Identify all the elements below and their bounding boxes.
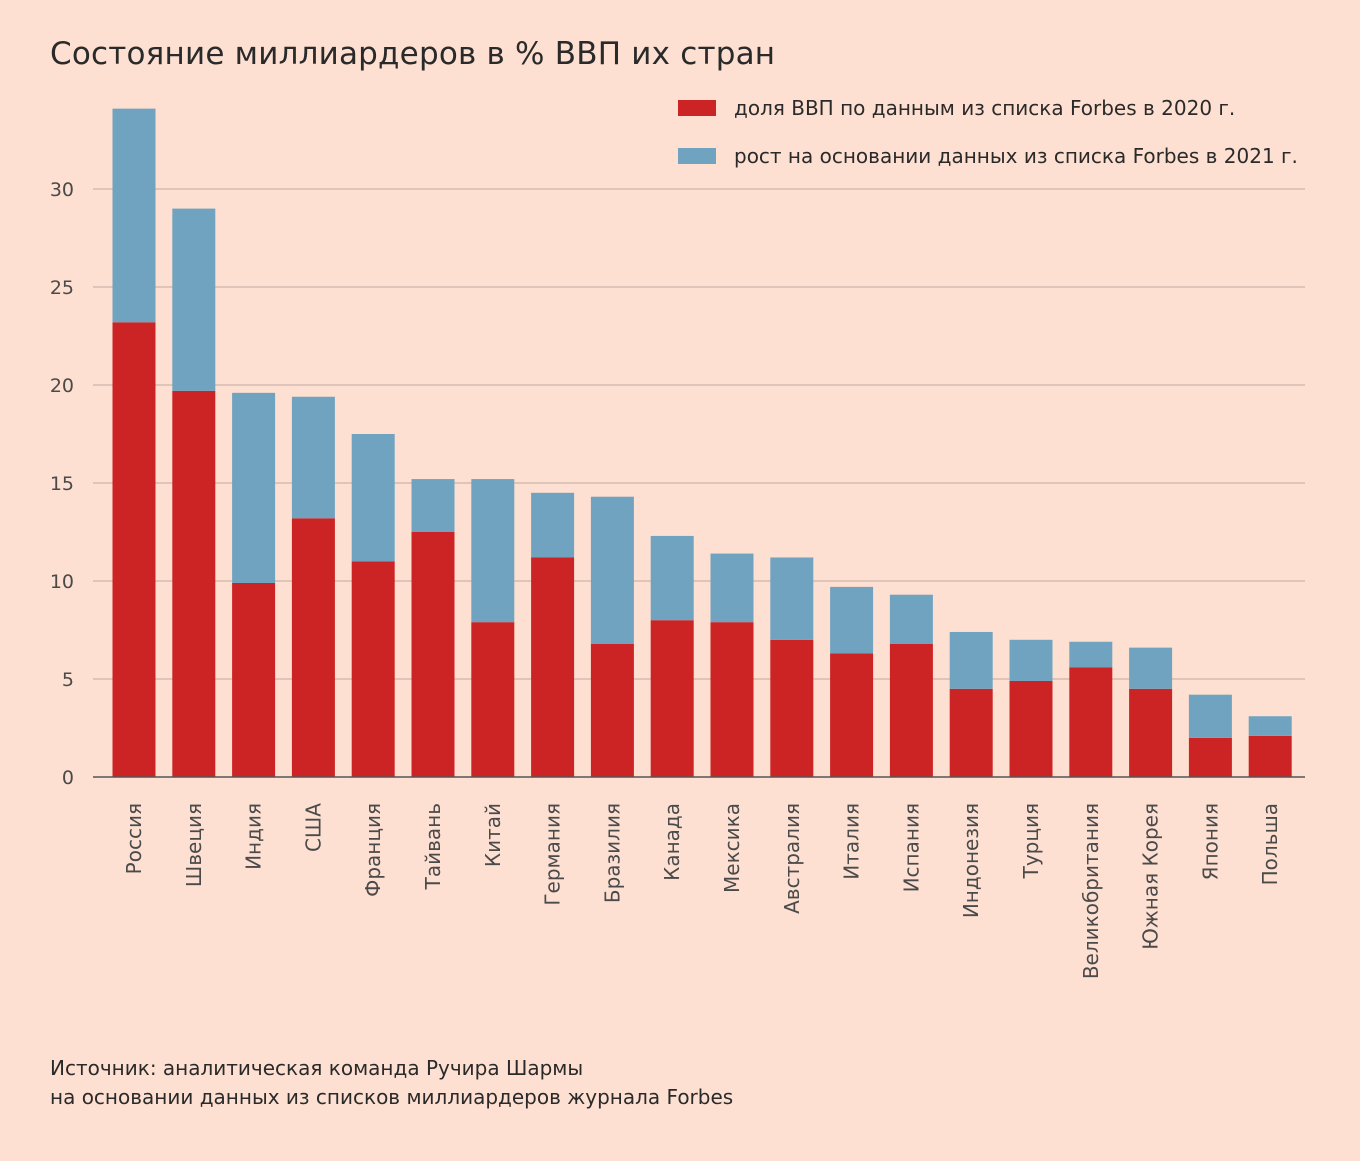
x-tick-label-20: Польша [1258,803,1282,885]
bar-2020-8 [531,557,575,777]
x-tick-label-19: Япония [1198,803,1222,880]
bar-2021-5 [351,434,395,562]
bar-2020-12 [770,639,814,777]
bar-2020-2 [172,390,216,777]
bar-2021-9 [590,496,634,644]
x-tick-label-9: Бразилия [600,803,624,903]
bar-2021-6 [411,479,455,532]
bar-2020-13 [830,653,874,777]
y-tick-label-10: 10 [50,571,74,593]
bar-2021-15 [949,631,993,689]
bar-2021-11 [710,553,754,623]
x-tick-label-17: Великобритания [1079,803,1103,979]
bar-2021-14 [889,594,933,644]
x-tick-label-7: Китай [481,803,505,867]
bar-2021-10 [650,535,694,621]
chart-legend: доля ВВП по данным из списка Forbes в 20… [678,92,1298,188]
bar-2020-11 [710,622,754,777]
bar-2020-16 [1009,680,1053,777]
x-tick-label-12: Австралия [780,803,804,914]
x-tick-label-2: Швеция [182,803,206,887]
bar-2020-6 [411,532,455,777]
legend-item-2020: доля ВВП по данным из списка Forbes в 20… [678,92,1298,124]
x-tick-label-18: Южная Корея [1139,803,1163,950]
source-line-2: на основании данных из списков миллиарде… [50,1085,734,1109]
bar-2021-20 [1248,716,1292,736]
x-tick-label-8: Германия [541,803,565,906]
bar-2020-5 [351,561,395,777]
bar-2020-10 [650,620,694,777]
x-tick-label-11: Мексика [720,803,744,893]
x-tick-label-3: Индия [242,803,266,870]
x-tick-label-4: США [301,803,325,852]
y-tick-label-5: 5 [62,669,74,691]
chart-title: Состояние миллиардеров в % ВВП их стран [50,36,776,72]
x-tick-label-15: Индонезия [959,803,983,918]
y-tick-label-25: 25 [50,277,74,299]
bar-2021-3 [232,392,276,583]
y-tick-label-0: 0 [62,767,74,789]
bar-2020-14 [889,643,933,777]
bar-2020-1 [112,322,156,777]
y-tick-label-20: 20 [50,375,74,397]
bar-2021-4 [291,396,335,519]
y-tick-label-15: 15 [50,473,74,495]
bar-2021-12 [770,557,814,640]
bar-2020-20 [1248,735,1292,777]
x-tick-label-6: Тайвань [421,803,445,890]
bar-2021-18 [1129,647,1173,689]
legend-swatch-2021 [678,148,716,164]
bar-2020-3 [232,582,276,777]
x-tick-label-1: Россия [122,803,146,874]
bar-2020-19 [1188,737,1232,777]
x-tick-label-13: Италия [840,803,864,880]
bar-2020-15 [949,688,993,777]
x-tick-label-10: Канада [660,803,684,881]
bar-chart: 0 5 10 15 20 25 30 Россия Швеция Индия США Франция Т… [50,108,1305,979]
bar-2021-8 [531,492,575,558]
bar-2020-4 [291,518,335,777]
bar-2021-17 [1069,641,1113,668]
y-tick-label-30: 30 [50,179,74,201]
bar-2021-1 [112,108,156,323]
bar-2021-13 [830,586,874,654]
bar-2021-16 [1009,639,1053,681]
legend-item-2021: рост на основании данных из списка Forbe… [678,140,1298,172]
x-tick-label-5: Франция [361,803,385,897]
bar-2020-9 [590,643,634,777]
x-tick-label-16: Турция [1019,803,1043,879]
legend-swatch-2020 [678,100,716,116]
bar-2021-7 [471,479,515,623]
bar-2021-2 [172,208,216,391]
legend-label-2020: доля ВВП по данным из списка Forbes в 20… [734,96,1236,120]
source-line-1: Источник: аналитическая команда Ручира Ш… [50,1056,584,1080]
legend-label-2021: рост на основании данных из списка Forbe… [734,144,1298,168]
bar-2020-7 [471,622,515,777]
source-note: Источник: аналитическая команда Ручира Ш… [50,1054,733,1112]
bar-2020-18 [1129,688,1173,777]
x-tick-label-14: Испания [899,803,923,892]
bar-2021-19 [1188,694,1232,738]
bar-2020-17 [1069,667,1113,777]
